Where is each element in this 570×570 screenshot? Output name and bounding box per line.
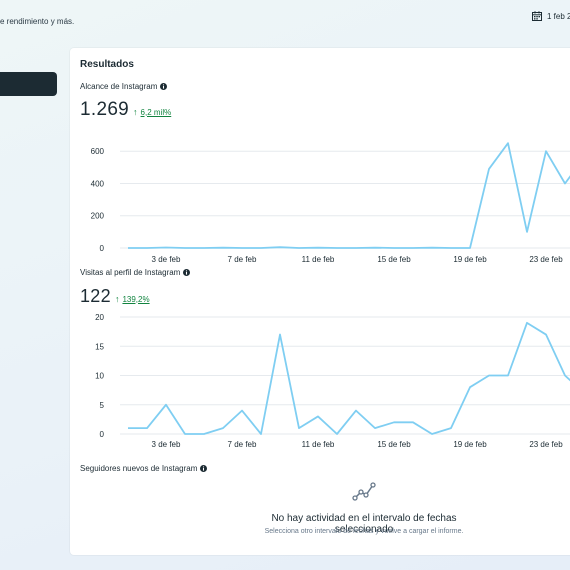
reach-metric: 1.269 ↑ 6,2 mil% <box>80 99 171 121</box>
profile-visits-value: 122 <box>80 286 111 306</box>
new-followers-label: Seguidores nuevos de Instagram <box>80 464 208 473</box>
y-tick-label: 5 <box>100 401 105 410</box>
reach-delta: ↑ 6,2 mil% <box>133 107 171 117</box>
series-line <box>128 321 570 435</box>
info-icon[interactable] <box>160 83 168 90</box>
profile-visits-label-text: Visitas al perfil de Instagram <box>80 268 181 277</box>
info-icon[interactable] <box>200 465 208 472</box>
x-tick-label: 7 de feb <box>228 440 257 449</box>
profile-visits-metric: 122 ↑ 139,2% <box>80 286 150 307</box>
x-tick-label: 19 de feb <box>453 440 487 449</box>
results-title: Resultados <box>80 59 134 70</box>
sparkline-nodes-icon <box>352 482 376 501</box>
y-tick-label: 10 <box>95 372 104 381</box>
reach-value: 1.269 <box>80 99 130 120</box>
series-line <box>128 142 570 249</box>
x-tick-label: 23 de feb <box>529 440 563 449</box>
x-tick-label: 23 de feb <box>529 255 563 264</box>
profile-visits-label: Visitas al perfil de Instagram <box>80 268 191 277</box>
x-tick-label: 19 de feb <box>453 255 487 264</box>
page-subtitle: e rendimiento y más. <box>0 17 75 26</box>
date-range-picker[interactable]: 1 feb 2 <box>532 11 570 21</box>
y-tick-label: 0 <box>100 430 105 439</box>
y-tick-label: 20 <box>95 313 104 322</box>
y-tick-label: 15 <box>95 342 104 351</box>
y-tick-label: 200 <box>91 212 105 221</box>
y-tick-label: 0 <box>100 244 105 253</box>
x-tick-label: 7 de feb <box>228 255 257 264</box>
empty-state-subtitle: Selecciona otro intervalo de fechas y vu… <box>264 528 464 535</box>
reach-label: Alcance de Instagram <box>80 82 168 91</box>
x-tick-label: 15 de feb <box>377 440 411 449</box>
x-tick-label: 11 de feb <box>302 440 335 449</box>
profile-visits-delta: ↑ 139,2% <box>115 294 150 304</box>
x-tick-label: 3 de feb <box>152 440 181 449</box>
date-range-label: 1 feb 2 <box>547 11 570 21</box>
y-tick-label: 600 <box>91 147 105 156</box>
results-card: Resultados Alcance de Instagram 1.269 ↑ … <box>70 48 570 555</box>
profile-visits-chart: 0 5 10 15 20 3 de feb 7 de feb 11 de feb 15 de f… <box>95 313 570 449</box>
reach-delta-value[interactable]: 6,2 mil% <box>140 107 172 117</box>
y-tick-label: 400 <box>91 179 105 188</box>
sidebar-action-button[interactable] <box>0 72 57 96</box>
calendar-icon <box>532 11 542 21</box>
profile-visits-delta-value[interactable]: 139,2% <box>122 294 150 304</box>
arrow-up-icon: ↑ <box>133 107 138 117</box>
x-tick-label: 3 de feb <box>152 255 181 264</box>
x-tick-label: 15 de feb <box>377 255 411 264</box>
empty-state-title: No hay actividad en el intervalo de fech… <box>271 513 457 535</box>
reach-label-text: Alcance de Instagram <box>80 82 158 91</box>
arrow-up-icon: ↑ <box>114 294 120 304</box>
info-icon[interactable] <box>183 269 191 276</box>
x-tick-label: 11 de feb <box>302 255 335 264</box>
new-followers-label-text: Seguidores nuevos de Instagram <box>80 464 198 473</box>
reach-chart: 0 200 400 600 3 de feb 7 de feb 11 de feb 15 de… <box>91 142 570 264</box>
